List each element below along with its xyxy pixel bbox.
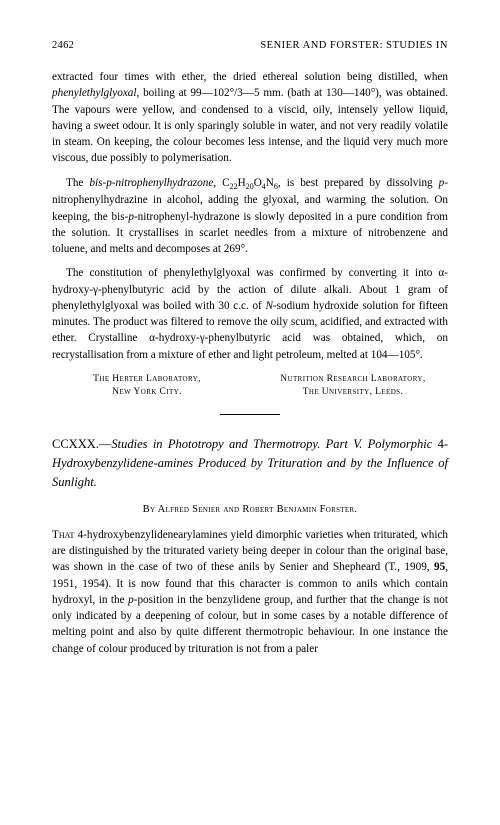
title-text: Studies in Phototropy and Thermotropy. P… (111, 437, 437, 451)
affiliations: The Herter Laboratory, New York City. Nu… (52, 373, 448, 399)
italic-term: bis- (89, 177, 106, 189)
affiliation-right: Nutrition Research Laboratory, The Unive… (258, 373, 448, 399)
italic-term: phenylethylglyoxal (52, 87, 137, 99)
subscript: 20 (246, 182, 254, 191)
italic-term: N (265, 300, 272, 312)
subscript: 22 (230, 182, 238, 191)
text: , C (213, 177, 229, 189)
article-number: CCXXX.— (52, 437, 111, 451)
title-text: 4- (438, 437, 448, 451)
title-italic: Hydroxybenzylidene-amines Produced by Tr… (52, 456, 448, 489)
text: O (254, 177, 262, 189)
italic-term: -nitrophenylhydrazone (112, 177, 214, 189)
text: The (66, 177, 89, 189)
text: 4-hydroxybenzylidenearylamines yield dim… (52, 529, 448, 573)
paragraph-2: The bis-p-nitrophenylhydrazone, C22H20O4… (52, 175, 448, 258)
text: extracted four times with ether, the dri… (52, 71, 448, 83)
paragraph-3: The constitution of phenylethylglyoxal w… (52, 265, 448, 362)
text: , is best prepared by dissolving (278, 177, 439, 189)
running-head: SENIER AND FORSTER: STUDIES IN (260, 38, 448, 53)
leading-caps: That (52, 529, 74, 541)
article-byline: By Alfred Senier and Robert Benjamin For… (52, 502, 448, 517)
page-number: 2462 (52, 38, 74, 53)
text: H (238, 177, 246, 189)
article-body: That 4-hydroxybenzylidenearylamines yiel… (52, 527, 448, 657)
affil-line: Nutrition Research Laboratory, (258, 373, 448, 386)
article-title: CCXXX.—Studies in Phototropy and Thermot… (52, 435, 448, 491)
page-header: 2462 SENIER AND FORSTER: STUDIES IN (52, 38, 448, 53)
affiliation-left: The Herter Laboratory, New York City. (52, 373, 242, 399)
text: N (266, 177, 274, 189)
bold-number: 95 (434, 561, 445, 573)
affil-line: The University, Leeds. (258, 386, 448, 399)
section-divider (220, 414, 280, 415)
paragraph-1: extracted four times with ether, the dri… (52, 69, 448, 166)
affil-line: New York City. (52, 386, 242, 399)
affil-line: The Herter Laboratory, (52, 373, 242, 386)
